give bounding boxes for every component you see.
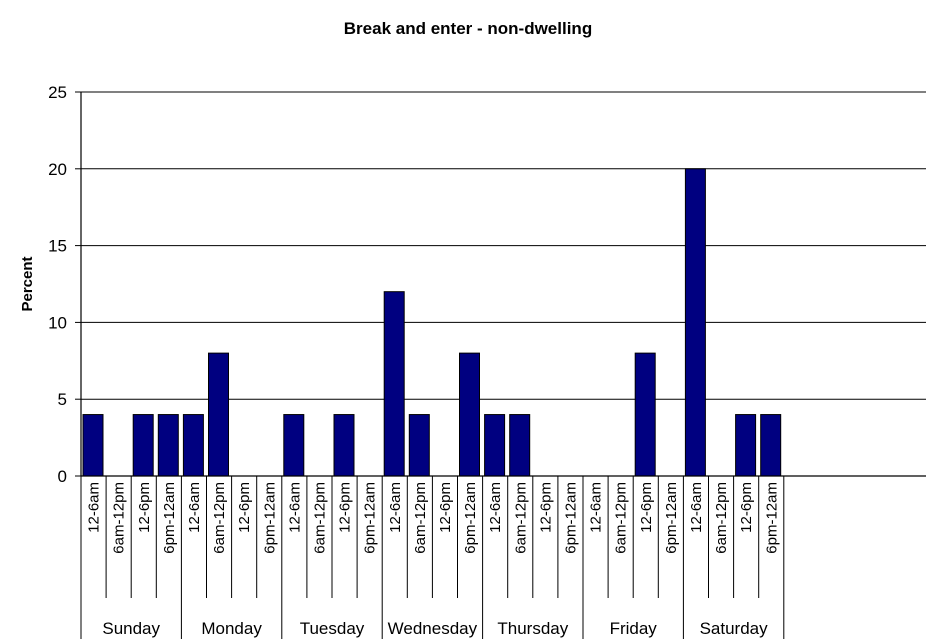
x-axis-categories: 12-6am 6am-12pm 12-6pm 6pm-12am Sunday 12-6am… <box>80 476 785 639</box>
x-slot-label: 12-6am <box>688 482 705 533</box>
y-axis-ticks: 0 5 10 15 20 25 <box>48 83 81 486</box>
x-slot-label: 6am-12pm <box>512 482 529 554</box>
bar-thursday-1 <box>509 414 531 477</box>
bar-thursday-0 <box>484 414 506 477</box>
x-slot-label: 12-6pm <box>136 482 153 533</box>
y-tick-label: 20 <box>48 160 67 179</box>
x-day-label: Thursday <box>497 619 568 638</box>
y-tick-label: 0 <box>58 467 67 486</box>
x-slot-label: 6pm-12am <box>562 482 579 554</box>
y-tick-label: 15 <box>48 237 67 256</box>
x-slot-label: 12-6pm <box>738 482 755 533</box>
x-slot-label: 6pm-12am <box>763 482 780 554</box>
x-slot-label: 12-6am <box>86 482 103 533</box>
x-slot-label: 12-6am <box>588 482 605 533</box>
x-slot-label: 6am-12pm <box>412 482 429 554</box>
x-slot-label: 12-6pm <box>337 482 354 533</box>
bar-sunday-3 <box>157 414 179 477</box>
x-slot-label: 6am-12pm <box>311 482 328 554</box>
chart-title: Break and enter - non-dwelling <box>344 19 592 38</box>
bar-saturday-2 <box>735 414 757 477</box>
x-slot-label: 6am-12pm <box>613 482 630 554</box>
x-slot-label: 6pm-12am <box>261 482 278 554</box>
bar-sunday-2 <box>132 414 154 477</box>
gridlines <box>81 91 926 400</box>
x-slot-label: 12-6am <box>286 482 303 533</box>
x-day-label: Wednesday <box>388 619 478 638</box>
x-slot-label: 6am-12pm <box>211 482 228 554</box>
x-slot-label: 12-6am <box>387 482 404 533</box>
bar-wednesday-1 <box>408 414 430 477</box>
x-slot-label: 12-6pm <box>236 482 253 533</box>
x-day-label: Saturday <box>700 619 769 638</box>
y-tick-label: 25 <box>48 83 67 102</box>
y-axis-label: Percent <box>19 256 36 311</box>
x-slot-label: 6pm-12am <box>462 482 479 554</box>
x-slot-label: 6am-12pm <box>111 482 128 554</box>
x-day-label: Tuesday <box>300 619 365 638</box>
bar-friday-2 <box>634 352 656 477</box>
axes <box>80 92 926 477</box>
x-slot-label: 6am-12pm <box>713 482 730 554</box>
bar-saturday-3 <box>760 414 782 477</box>
x-slot-label: 12-6pm <box>537 482 554 533</box>
y-tick-label: 10 <box>48 313 67 332</box>
bar-sunday-0 <box>82 414 104 477</box>
bar-tuesday-0 <box>283 414 305 477</box>
x-slot-label: 6pm-12am <box>362 482 379 554</box>
x-slot-label: 6pm-12am <box>663 482 680 554</box>
x-day-label: Friday <box>610 619 658 638</box>
x-slot-label: 6pm-12am <box>161 482 178 554</box>
bar-monday-0 <box>182 414 204 477</box>
x-slot-label: 12-6pm <box>437 482 454 533</box>
bar-wednesday-3 <box>459 352 480 477</box>
x-day-label: Sunday <box>102 619 160 638</box>
bar-wednesday-0 <box>383 291 405 477</box>
bar-monday-1 <box>208 352 229 477</box>
x-slot-label: 12-6am <box>487 482 504 533</box>
y-tick-label: 5 <box>58 390 67 409</box>
bar-saturday-0 <box>684 168 706 477</box>
x-slot-label: 12-6pm <box>638 482 655 533</box>
bar-tuesday-2 <box>333 414 355 477</box>
x-slot-label: 12-6am <box>186 482 203 533</box>
x-day-label: Monday <box>201 619 262 638</box>
